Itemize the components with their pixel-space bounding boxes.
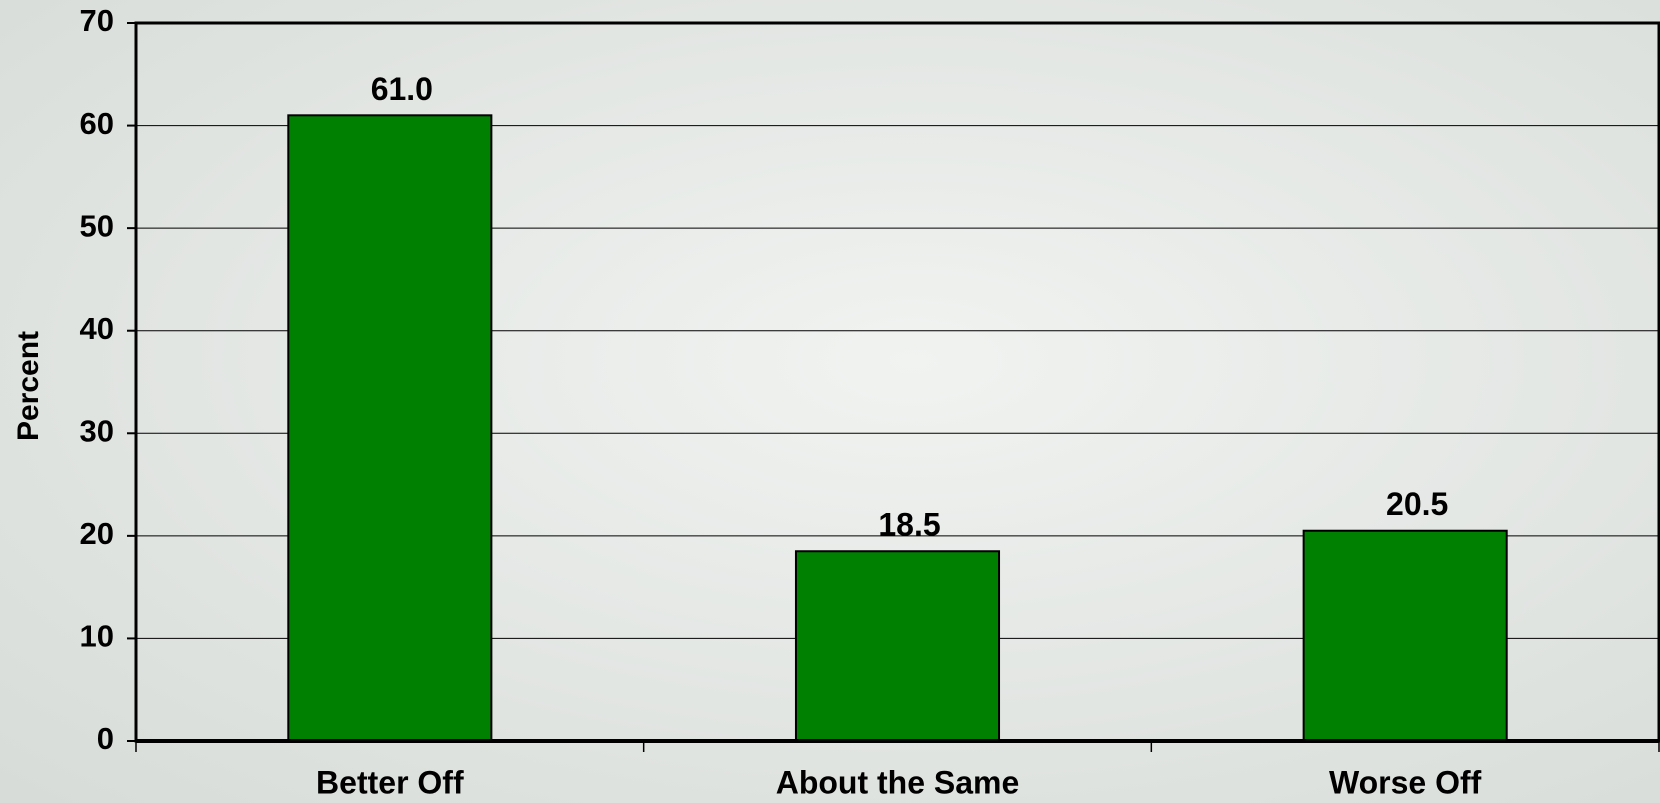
value-label: 18.5 <box>878 507 940 543</box>
bar <box>1302 529 1508 742</box>
value-label: 61.0 <box>371 71 433 107</box>
value-label: 20.5 <box>1386 486 1448 522</box>
y-tick-label: 10 <box>80 619 114 654</box>
y-tick-label: 50 <box>80 208 114 243</box>
x-tick-label: Better Off <box>316 764 464 800</box>
y-tick-label: 30 <box>80 413 114 448</box>
y-tick-label: 40 <box>80 311 114 346</box>
y-axis-label: Percent <box>12 331 45 441</box>
y-tick-label: 0 <box>97 721 114 756</box>
x-tick-label: Worse Off <box>1329 764 1482 800</box>
y-tick-label: 20 <box>80 516 114 551</box>
bar <box>794 550 1001 742</box>
y-tick-label: 60 <box>80 106 114 141</box>
y-tick-label: 70 <box>80 3 114 38</box>
x-tick-label: About the Same <box>776 764 1020 800</box>
bar <box>287 114 493 743</box>
